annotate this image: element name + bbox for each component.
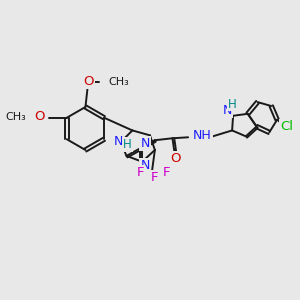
Text: F: F (163, 166, 170, 179)
Text: Cl: Cl (280, 120, 293, 133)
Text: NH: NH (193, 129, 212, 142)
Text: N: N (114, 135, 123, 148)
Text: CH₃: CH₃ (108, 76, 129, 87)
Text: O: O (83, 75, 94, 88)
Text: CH₃: CH₃ (5, 112, 26, 122)
Text: F: F (151, 171, 159, 184)
Text: O: O (34, 110, 44, 123)
Text: H: H (228, 98, 236, 110)
Text: F: F (136, 166, 144, 179)
Text: N: N (223, 104, 232, 117)
Text: N: N (140, 137, 150, 150)
Text: O: O (170, 152, 181, 165)
Text: N: N (140, 159, 150, 172)
Text: H: H (123, 138, 132, 151)
